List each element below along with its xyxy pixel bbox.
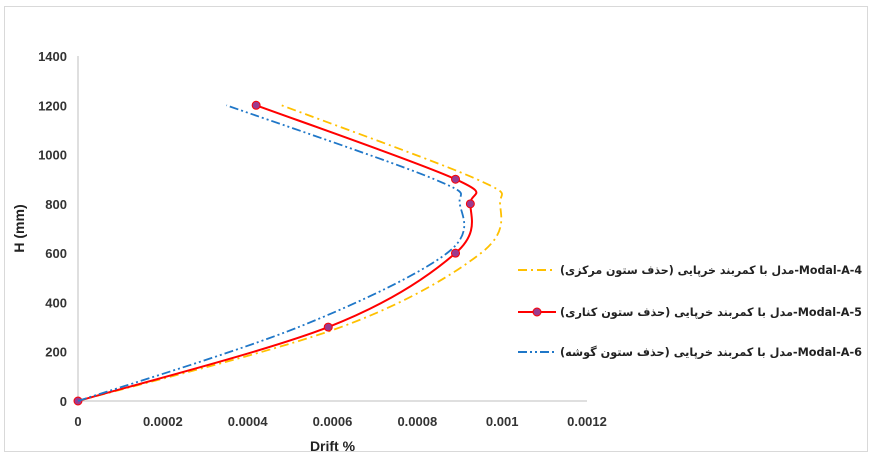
x-tick-label: 0.0008 xyxy=(397,414,437,429)
data-point-marker xyxy=(451,248,461,258)
legend-label: مدل با کمربند خرپایی (حذف ستون کناری)-Mo… xyxy=(560,305,862,320)
x-tick-label: 0 xyxy=(74,414,81,429)
legend-marker xyxy=(532,307,542,317)
x-tick-label: 0.0004 xyxy=(228,414,269,429)
y-tick-label: 600 xyxy=(45,246,67,261)
data-point-marker xyxy=(323,322,333,332)
x-tick-label: 0.0002 xyxy=(143,414,183,429)
y-tick-label: 0 xyxy=(60,394,67,409)
y-axis-title: H (mm) xyxy=(11,204,27,252)
y-tick-label: 200 xyxy=(45,345,67,360)
y-tick-label: 800 xyxy=(45,197,67,212)
series-layer xyxy=(73,100,503,406)
x-tick-label: 0.001 xyxy=(486,414,519,429)
y-tick-label: 1000 xyxy=(38,148,67,163)
y-tick-label: 1200 xyxy=(38,98,67,113)
series-line xyxy=(77,104,466,402)
data-point-marker xyxy=(451,174,461,184)
x-axis-title: Drift % xyxy=(310,438,356,454)
series-line xyxy=(77,104,503,402)
data-point-marker xyxy=(251,100,261,110)
y-tick-label: 400 xyxy=(45,295,67,310)
x-tick-label: 0.0012 xyxy=(567,414,607,429)
axes: 0 0.0002 0.0004 0.0006 0.0008 0.001 0.0012 0 200… xyxy=(38,49,607,429)
data-point-marker xyxy=(465,199,475,209)
x-tick-label: 0.0006 xyxy=(313,414,353,429)
y-tick-label: 1400 xyxy=(38,49,67,64)
legend: مدل با کمربند خرپایی (حذف ستون مرکزی)-Mo… xyxy=(518,263,862,360)
legend-label: مدل با کمربند خرپایی (حذف ستون مرکزی)-Mo… xyxy=(560,263,862,278)
series-line xyxy=(77,104,478,402)
legend-label: مدل با کمربند خرپایی (حذف ستون گوشه)-Mod… xyxy=(560,345,862,360)
